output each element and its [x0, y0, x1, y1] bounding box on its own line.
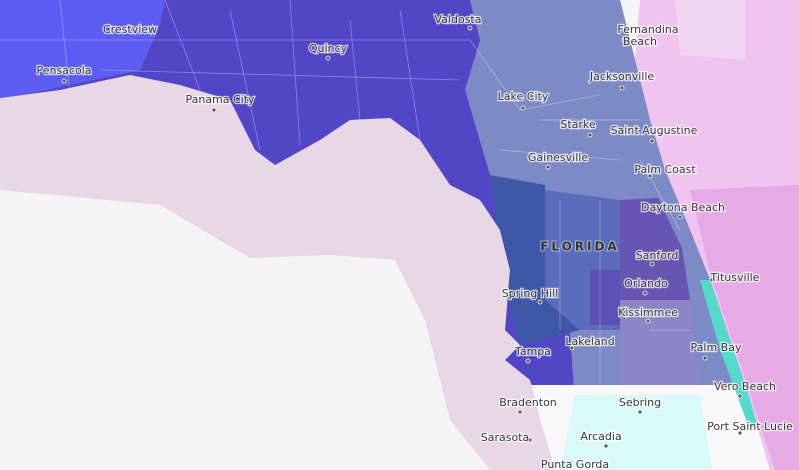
city-label: Fernandina — [617, 23, 678, 36]
city-label: Palm Bay — [691, 341, 742, 354]
city-dot — [649, 261, 655, 267]
city-label: Panama City — [185, 93, 255, 106]
city-label: Lakeland — [565, 335, 614, 348]
city-dot — [517, 409, 523, 415]
city-dot — [587, 132, 593, 138]
city-dot — [621, 37, 627, 43]
city-label: Quincy — [309, 42, 348, 55]
city-label: Sarasota — [481, 431, 530, 444]
city-dot — [642, 290, 648, 296]
city-dot — [61, 78, 67, 84]
city-label: Palm Coast — [634, 163, 696, 176]
city-dot — [619, 85, 625, 91]
city-label: Saint Augustine — [611, 124, 698, 137]
city-label: Bradenton — [499, 396, 557, 409]
city-dot — [637, 409, 643, 415]
city-dot — [527, 437, 533, 443]
city-dot — [211, 107, 217, 113]
atlantic-zone-inner — [690, 185, 799, 470]
city-dot — [737, 430, 743, 436]
city-label: Titusville — [710, 271, 760, 284]
city-dot — [603, 443, 609, 449]
city-dot — [537, 299, 543, 305]
city-dot — [569, 345, 575, 351]
city-label: Arcadia — [580, 430, 621, 443]
city-dot — [649, 138, 655, 144]
city-dot — [545, 164, 551, 170]
state-label: FLORIDA — [540, 240, 620, 254]
city-dot — [709, 277, 715, 283]
city-label: Sebring — [619, 396, 661, 409]
city-dot — [677, 214, 683, 220]
city-label: Jacksonville — [589, 70, 655, 83]
city-label: Punta Gorda — [541, 458, 609, 470]
city-label: Port Saint Lucie — [707, 420, 793, 433]
city-dot — [467, 25, 473, 31]
city-dot — [325, 55, 331, 61]
city-label: Vero Beach — [714, 380, 776, 393]
region-south-central — [560, 395, 712, 470]
city-dot — [647, 173, 653, 179]
atlantic-zone-north — [675, 0, 745, 60]
coastal-strip — [700, 280, 760, 430]
city-label: Daytona Beach — [641, 201, 725, 214]
region-central-west — [490, 175, 580, 345]
city-dot — [737, 393, 743, 399]
city-label: Gainesville — [528, 151, 588, 164]
city-label: Kissimmee — [618, 306, 678, 319]
city-label: Starke — [560, 118, 596, 131]
region-osceola — [590, 270, 620, 325]
city-dot — [520, 105, 526, 111]
city-dot — [525, 358, 531, 364]
city-label: Orlando — [624, 277, 668, 290]
city-label: Beach — [623, 35, 657, 48]
city-dot — [645, 318, 651, 324]
city-labels: Crestview Pensacola Valdosta Quincy Panama C… — [35, 12, 794, 470]
city-label: Tampa — [514, 345, 551, 358]
city-label: Crestview — [103, 23, 157, 36]
city-label: Spring Hill — [502, 287, 558, 300]
gulf-zone — [0, 75, 555, 470]
city-label: Valdosta — [435, 13, 482, 26]
city-label: Lake City — [498, 90, 549, 103]
city-label: Sanford — [636, 249, 679, 262]
region-southeast — [620, 300, 700, 390]
region-orlando — [620, 198, 690, 300]
city-label: Pensacola — [36, 64, 91, 77]
region-west — [0, 0, 165, 100]
city-dot — [702, 355, 708, 361]
